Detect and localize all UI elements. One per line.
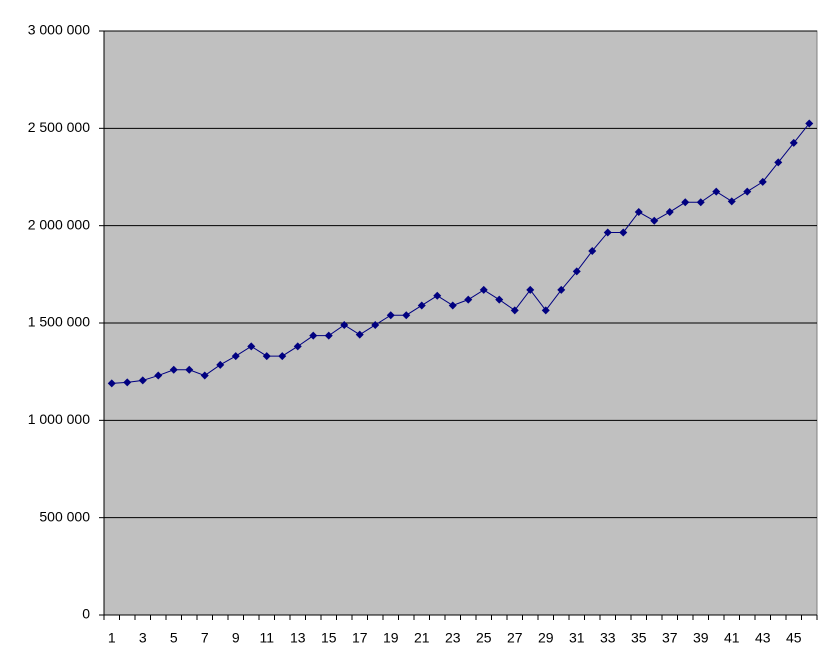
data-point xyxy=(324,331,333,340)
x-tick-label: 7 xyxy=(201,630,209,646)
x-tick-label: 21 xyxy=(414,630,430,646)
data-point xyxy=(572,267,581,276)
data-point xyxy=(169,365,178,374)
x-tick-label: 5 xyxy=(170,630,178,646)
x-tick-label: 31 xyxy=(569,630,585,646)
data-point xyxy=(603,228,612,237)
data-point xyxy=(665,208,674,217)
x-tick-label: 17 xyxy=(352,630,368,646)
x-tick-label: 29 xyxy=(538,630,554,646)
data-point xyxy=(247,342,256,351)
data-point xyxy=(634,208,643,217)
data-point xyxy=(743,187,752,196)
data-point xyxy=(557,285,566,294)
x-tick-label: 1 xyxy=(108,630,116,646)
y-tick-label: 0 xyxy=(82,606,90,622)
data-point xyxy=(758,177,767,186)
data-point xyxy=(278,352,287,361)
data-point xyxy=(154,371,163,380)
x-tick-label: 39 xyxy=(693,630,709,646)
x-tick-label: 25 xyxy=(476,630,492,646)
data-point xyxy=(588,246,597,255)
data-point xyxy=(541,306,550,315)
data-point xyxy=(495,295,504,304)
x-tick-label: 15 xyxy=(321,630,337,646)
data-point xyxy=(216,360,225,369)
x-tick-label: 19 xyxy=(383,630,399,646)
x-tick-label: 13 xyxy=(290,630,306,646)
data-line xyxy=(111,123,810,384)
y-tick-label: 500 000 xyxy=(39,508,90,524)
data-point xyxy=(185,365,194,374)
data-point xyxy=(262,352,271,361)
data-point xyxy=(727,197,736,206)
x-tick-label: 23 xyxy=(445,630,461,646)
data-point xyxy=(402,311,411,320)
data-point xyxy=(231,352,240,361)
data-point xyxy=(774,158,783,167)
data-point xyxy=(448,301,457,310)
y-tick-label: 1 500 000 xyxy=(28,314,90,330)
data-point xyxy=(789,138,798,147)
x-tick-label: 27 xyxy=(507,630,523,646)
x-tick-label: 35 xyxy=(631,630,647,646)
data-point xyxy=(696,198,705,207)
data-point xyxy=(650,216,659,225)
y-tick-label: 1 000 000 xyxy=(28,411,90,427)
data-point xyxy=(510,306,519,315)
data-point xyxy=(355,330,364,339)
data-point xyxy=(107,379,116,388)
data-point xyxy=(138,376,147,385)
data-point xyxy=(479,285,488,294)
x-tick-label: 9 xyxy=(232,630,240,646)
data-point xyxy=(371,320,380,329)
data-point xyxy=(433,291,442,300)
data-point xyxy=(386,311,395,320)
data-point xyxy=(805,119,814,128)
y-tick-label: 2 000 000 xyxy=(28,216,90,232)
data-point xyxy=(309,331,318,340)
data-point xyxy=(340,320,349,329)
data-point xyxy=(619,228,628,237)
y-tick-label: 2 500 000 xyxy=(28,119,90,135)
data-point xyxy=(681,198,690,207)
data-point xyxy=(293,342,302,351)
x-tick-label: 41 xyxy=(724,630,740,646)
data-point xyxy=(526,285,535,294)
data-point xyxy=(712,187,721,196)
x-tick-label: 37 xyxy=(662,630,678,646)
data-point xyxy=(123,378,132,387)
x-tick-label: 43 xyxy=(755,630,771,646)
data-point xyxy=(417,301,426,310)
x-tick-label: 3 xyxy=(139,630,147,646)
data-point xyxy=(464,295,473,304)
x-tick-label: 11 xyxy=(259,630,274,646)
x-tick-label: 33 xyxy=(600,630,616,646)
y-tick-label: 3 000 000 xyxy=(28,22,90,38)
data-point xyxy=(200,371,209,380)
x-tick-label: 45 xyxy=(786,630,802,646)
